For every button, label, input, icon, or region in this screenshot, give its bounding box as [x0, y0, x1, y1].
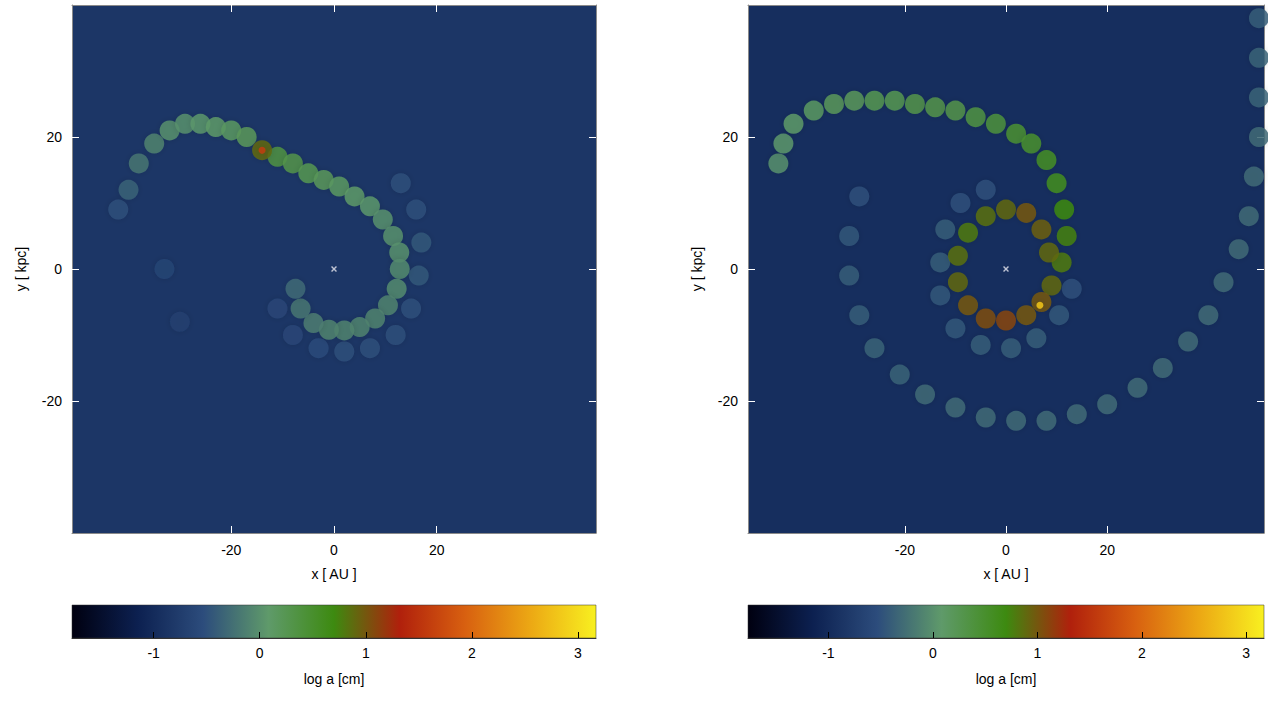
- svg-text:-20: -20: [42, 393, 62, 409]
- svg-text:1: 1: [362, 645, 370, 661]
- svg-text:20: 20: [1099, 542, 1115, 558]
- svg-text:y [ kpc]: y [ kpc]: [13, 247, 29, 291]
- svg-text:-20: -20: [718, 393, 738, 409]
- svg-text:-20: -20: [221, 542, 241, 558]
- svg-text:-1: -1: [147, 645, 160, 661]
- svg-text:x [ AU ]: x [ AU ]: [983, 566, 1028, 582]
- svg-text:20: 20: [429, 542, 445, 558]
- svg-text:-1: -1: [822, 645, 835, 661]
- svg-text:0: 0: [730, 261, 738, 277]
- svg-text:2: 2: [468, 645, 476, 661]
- svg-text:20: 20: [722, 129, 738, 145]
- svg-text:log a [cm]: log a [cm]: [976, 671, 1037, 687]
- svg-text:-20: -20: [895, 542, 915, 558]
- svg-text:3: 3: [574, 645, 582, 661]
- svg-text:log a [cm]: log a [cm]: [304, 671, 365, 687]
- svg-text:3: 3: [1242, 645, 1250, 661]
- svg-text:x [ AU ]: x [ AU ]: [311, 566, 356, 582]
- svg-text:0: 0: [256, 645, 264, 661]
- svg-text:2: 2: [1138, 645, 1146, 661]
- svg-text:0: 0: [1002, 542, 1010, 558]
- svg-text:y [ kpc]: y [ kpc]: [689, 247, 705, 291]
- svg-text:0: 0: [929, 645, 937, 661]
- svg-text:0: 0: [54, 261, 62, 277]
- svg-text:1: 1: [1033, 645, 1041, 661]
- svg-text:0: 0: [330, 542, 338, 558]
- svg-text:20: 20: [46, 129, 62, 145]
